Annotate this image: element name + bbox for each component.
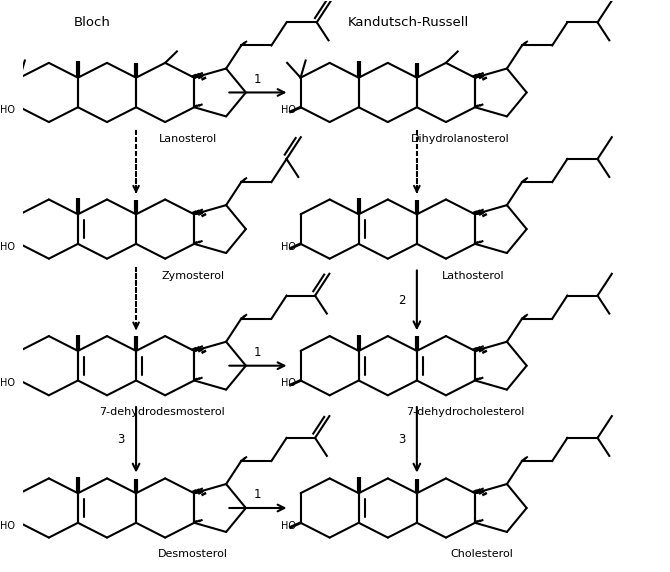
Text: 7-dehydrodesmosterol: 7-dehydrodesmosterol: [99, 407, 225, 417]
Text: Cholesterol: Cholesterol: [451, 550, 514, 559]
Text: Dihydrolanosterol: Dihydrolanosterol: [411, 134, 510, 144]
Text: 2: 2: [398, 294, 405, 307]
Text: HO: HO: [0, 521, 15, 531]
Text: HO: HO: [0, 105, 15, 115]
Text: Bloch: Bloch: [74, 15, 111, 29]
Text: HO: HO: [281, 242, 295, 252]
Text: Kandutsch-Russell: Kandutsch-Russell: [348, 15, 469, 29]
Text: HO: HO: [281, 379, 295, 388]
Text: Zymosterol: Zymosterol: [161, 271, 224, 280]
Text: Desmosterol: Desmosterol: [157, 550, 228, 559]
Text: 3: 3: [117, 434, 125, 446]
Text: HO: HO: [0, 379, 15, 388]
Text: 1: 1: [254, 488, 262, 501]
Text: HO: HO: [0, 242, 15, 252]
Text: HO: HO: [281, 105, 295, 115]
Text: 3: 3: [398, 434, 405, 446]
Text: Lathosterol: Lathosterol: [442, 271, 505, 280]
Text: 1: 1: [254, 73, 262, 86]
Text: 1: 1: [254, 346, 262, 359]
Text: HO: HO: [281, 521, 295, 531]
Text: 7-dehydrocholesterol: 7-dehydrocholesterol: [405, 407, 524, 417]
Text: Lanosterol: Lanosterol: [159, 134, 218, 144]
